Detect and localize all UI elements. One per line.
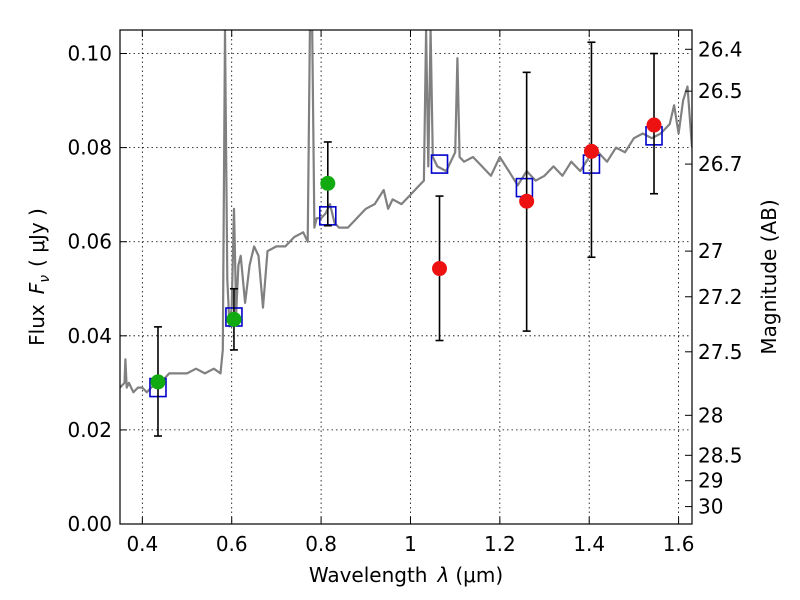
x-axis-label: Wavelength λ (μm) (309, 563, 503, 587)
sed-line (120, 30, 692, 394)
y-tick-label: 0.00 (67, 512, 112, 536)
mag-tick-label: 27 (698, 239, 723, 263)
x-tick-label: 1.2 (484, 532, 516, 556)
ticks: 0.4 0.6 0.8 1 1.2 1.4 1.6 0.00 0.02 0.04 0.06 0.08 0… (67, 30, 743, 556)
y-tick-label: 0.08 (67, 136, 112, 160)
photometry-point (583, 143, 599, 159)
x-tick-label: 1.6 (663, 532, 695, 556)
plot-frame (119, 29, 693, 525)
data-area (120, 30, 692, 437)
y-tick-label: 0.10 (67, 42, 112, 66)
mag-tick-label: 27.5 (698, 340, 743, 364)
x-tick-label: 0.8 (305, 532, 337, 556)
photometry-point (150, 374, 166, 390)
mag-tick-label: 26.5 (698, 79, 743, 103)
photometry-point (646, 117, 662, 133)
mag-tick-label: 29 (698, 469, 723, 493)
photometry-point (320, 175, 336, 191)
model-flux-square (515, 177, 534, 198)
x-tick-label: 0.6 (216, 532, 248, 556)
mag-tick-label: 26.7 (698, 152, 743, 176)
y-axis-label: FluxFν( μJy ) (25, 208, 53, 346)
grid (120, 30, 692, 525)
mag-tick-label: 27.2 (698, 285, 743, 309)
right-axis-label: Magnitude (AB) (757, 199, 781, 354)
y-tick-label: 0.04 (67, 324, 112, 348)
y-tick-label: 0.02 (67, 418, 112, 442)
photometry-point (432, 261, 448, 277)
x-tick-label: 1 (404, 532, 417, 556)
mag-tick-label: 28.5 (698, 443, 743, 467)
x-tick-label: 1.4 (573, 532, 605, 556)
mag-tick-label: 26.4 (698, 37, 743, 61)
model-flux-square (430, 154, 449, 174)
mag-tick-label: 30 (698, 495, 723, 519)
x-tick-label: 0.4 (126, 532, 158, 556)
y-tick-label: 0.06 (67, 230, 112, 254)
photometry-point (519, 193, 535, 209)
photometry-point (226, 311, 242, 327)
mag-tick-label: 28 (698, 403, 723, 427)
